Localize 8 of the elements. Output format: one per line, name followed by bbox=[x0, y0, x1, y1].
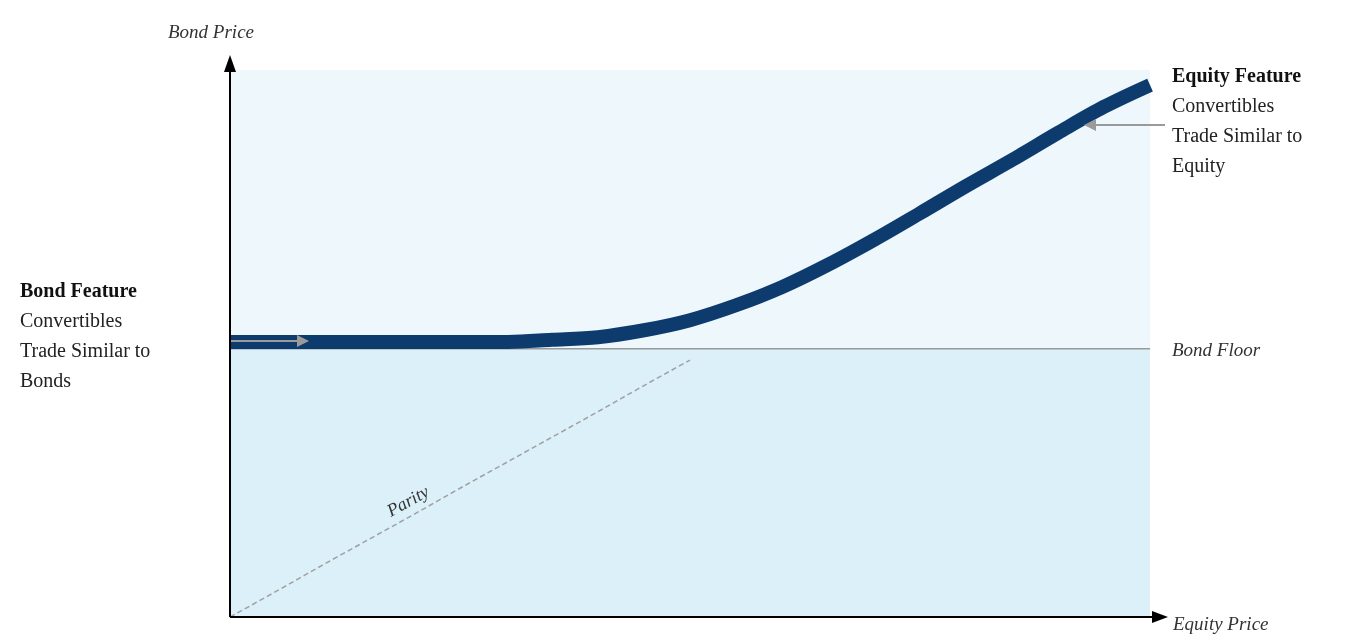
text: Convertibles Trade Similar to Equity bbox=[1172, 94, 1303, 177]
text: Bond Feature bbox=[20, 279, 137, 301]
ref-line-label: Bond Floor bbox=[1172, 338, 1261, 360]
text: Parity bbox=[382, 481, 433, 522]
text: Equity Feature bbox=[1172, 64, 1302, 87]
y-axis-title: Bond Price bbox=[168, 21, 255, 42]
x-axis-title: Equity Price bbox=[1172, 613, 1269, 634]
text: Convertibles Trade Similar to Bonds bbox=[20, 309, 151, 391]
